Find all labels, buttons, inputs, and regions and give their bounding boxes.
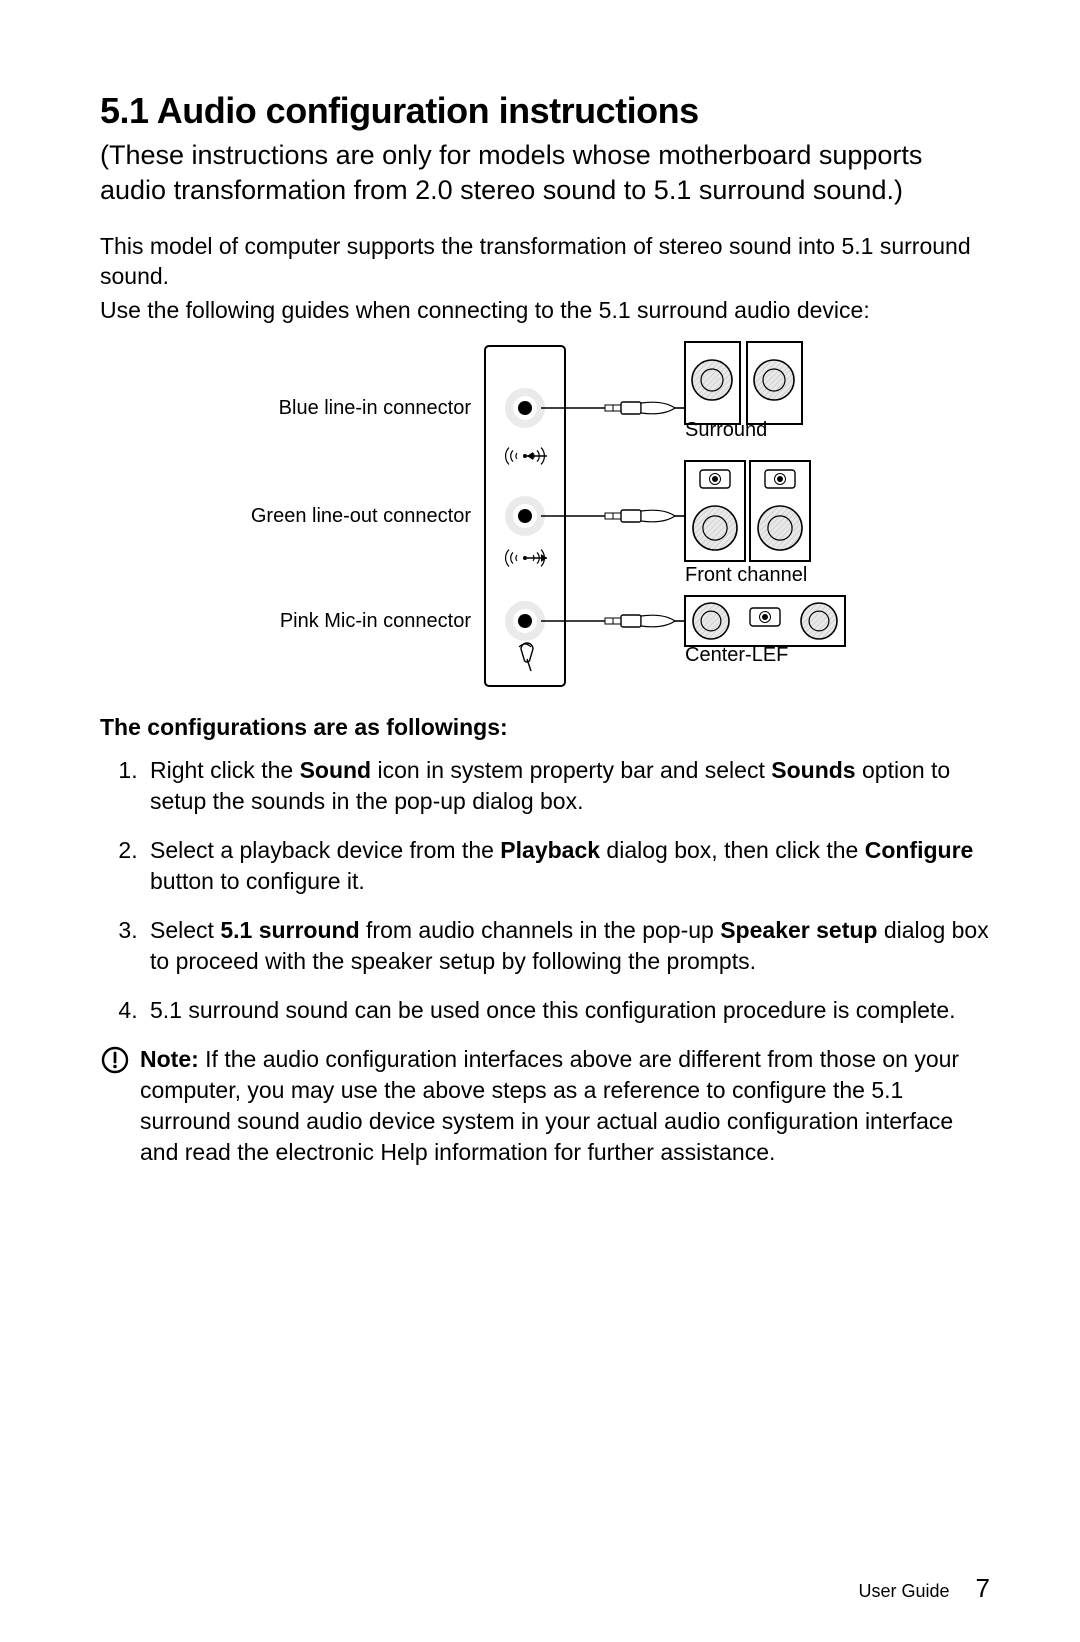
config-heading: The configurations are as followings: xyxy=(100,714,990,741)
note-body: If the audio configuration interfaces ab… xyxy=(140,1046,959,1165)
page-number: 7 xyxy=(976,1573,990,1604)
step-text: button to configure it. xyxy=(150,868,365,894)
svg-text:Blue line-in connector: Blue line-in connector xyxy=(279,397,472,419)
document-page: 5.1 Audio configuration instructions (Th… xyxy=(0,0,1080,1642)
note-text: Note: If the audio configuration interfa… xyxy=(140,1044,990,1168)
page-footer: User Guide 7 xyxy=(858,1573,990,1604)
body-paragraph-2: Use the following guides when connecting… xyxy=(100,296,990,326)
step-4: 5.1 surround sound can be used once this… xyxy=(144,995,990,1026)
step-bold: Sounds xyxy=(771,757,855,783)
audio-diagram: Blue line-in connector Green line-out con… xyxy=(185,336,905,696)
audio-diagram-container: Blue line-in connector Green line-out con… xyxy=(100,336,990,696)
svg-text:Center-LEF: Center-LEF xyxy=(685,644,788,666)
step-text: Select xyxy=(150,917,220,943)
sub-intro-paragraph: (These instructions are only for models … xyxy=(100,138,990,208)
section-heading: 5.1 Audio configuration instructions xyxy=(100,90,990,132)
step-text: 5.1 surround sound can be used once this… xyxy=(150,997,956,1023)
step-bold: Speaker setup xyxy=(720,917,877,943)
step-bold: 5.1 surround xyxy=(220,917,359,943)
steps-list: Right click the Sound icon in system pro… xyxy=(100,755,990,1026)
step-3: Select 5.1 surround from audio channels … xyxy=(144,915,990,977)
step-bold: Configure xyxy=(865,837,974,863)
step-text: dialog box, then click the xyxy=(600,837,865,863)
svg-text:Front channel: Front channel xyxy=(685,564,807,586)
body-paragraph-1: This model of computer supports the tran… xyxy=(100,232,990,292)
step-2: Select a playback device from the Playba… xyxy=(144,835,990,897)
step-text: icon in system property bar and select xyxy=(371,757,771,783)
note-label: Note: xyxy=(140,1046,199,1072)
step-text: Right click the xyxy=(150,757,300,783)
warning-icon xyxy=(101,1046,129,1074)
step-1: Right click the Sound icon in system pro… xyxy=(144,755,990,817)
step-bold: Playback xyxy=(500,837,600,863)
footer-label: User Guide xyxy=(858,1581,949,1602)
svg-text:Pink Mic-in connector: Pink Mic-in connector xyxy=(280,610,472,632)
step-text: Select a playback device from the xyxy=(150,837,500,863)
note-block: Note: If the audio configuration interfa… xyxy=(100,1044,990,1168)
svg-text:Surround: Surround xyxy=(685,419,767,441)
note-icon-column xyxy=(100,1044,130,1074)
svg-text:Green line-out connector: Green line-out connector xyxy=(251,505,471,527)
step-bold: Sound xyxy=(300,757,372,783)
step-text: from audio channels in the pop-up xyxy=(360,917,721,943)
